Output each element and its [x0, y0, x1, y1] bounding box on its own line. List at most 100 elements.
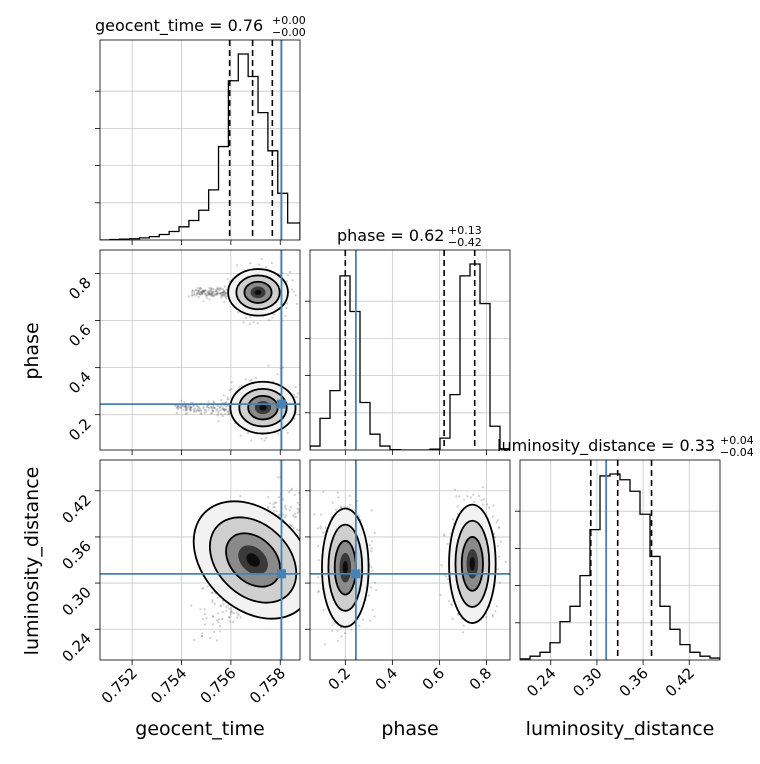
scatter-point: [337, 496, 340, 499]
scatter-point: [336, 639, 339, 643]
scatter-point: [229, 613, 232, 616]
scatter-point: [202, 405, 205, 408]
truth-marker-geocent-time-vs-phase: [276, 399, 286, 409]
scatter-point: [222, 408, 225, 411]
scatter-point: [497, 526, 500, 529]
scatter-point: [188, 407, 191, 410]
scatter-point: [216, 596, 219, 599]
contour-geocent-time-vs-phase-1-1: [238, 387, 288, 428]
scatter-point: [239, 495, 242, 498]
scatter-point: [317, 559, 320, 562]
scatter-point: [191, 289, 194, 292]
scatter-point: [203, 291, 206, 294]
scatter-point: [298, 491, 300, 495]
scatter-point: [291, 279, 294, 282]
scatter-point: [221, 295, 224, 298]
scatter-point: [293, 516, 296, 519]
scatter-point: [216, 619, 219, 622]
scatter-point: [210, 591, 213, 595]
scatter-point: [322, 490, 325, 493]
density-mode-phase-vs-luminosity-distance-1: [448, 503, 497, 624]
title-geocent-time-sup: +0.00: [272, 14, 306, 27]
scatter-point: [219, 409, 222, 412]
x-axis-label-phase: phase: [381, 718, 438, 740]
scatter-point: [313, 513, 316, 516]
scatter-point: [361, 618, 365, 621]
scatter-point: [263, 439, 266, 442]
scatter-point: [257, 263, 260, 266]
scatter-point: [286, 302, 289, 305]
scatter-point: [208, 289, 211, 292]
scatter-point: [289, 489, 293, 492]
x-tick-label-geocent-time-1: 0.754: [147, 664, 190, 707]
scatter-point: [211, 599, 214, 602]
scatter-point: [276, 373, 279, 376]
scatter-point: [499, 540, 502, 543]
scatter-point: [210, 290, 213, 293]
scatter-point: [209, 287, 212, 290]
scatter-point: [177, 406, 180, 410]
scatter-point: [320, 527, 323, 530]
scatter-frame-geocent-time-vs-phase: [99, 249, 301, 451]
scatter-point: [215, 289, 218, 293]
contour-geocent-time-vs-luminosity-distance-0-0: [192, 500, 300, 620]
scatter-point: [215, 288, 218, 291]
histogram-geocent-time: [100, 53, 300, 240]
scatter-point: [446, 542, 449, 546]
scatter-point: [242, 321, 245, 324]
x-tick-label-geocent-time-3: 0.758: [246, 664, 289, 707]
scatter-point: [187, 405, 190, 408]
scatter-point: [215, 292, 219, 295]
scatter-point: [197, 289, 200, 292]
scatter-point: [230, 381, 233, 384]
scatter-point: [208, 293, 211, 296]
y-tick-label-phase-3: 0.8: [65, 274, 95, 304]
scatter-point: [193, 638, 196, 642]
contour-geocent-time-vs-phase-1-0: [229, 380, 297, 435]
scatter-point: [371, 608, 374, 612]
scatter-point: [290, 288, 293, 291]
scatter-point: [183, 665, 185, 667]
scatter-point: [265, 266, 268, 269]
scatter-point: [340, 635, 343, 638]
scatter-point: [196, 405, 199, 408]
contour-geocent-time-vs-luminosity-distance-0-1: [208, 516, 298, 604]
scatter-point: [496, 545, 499, 548]
scatter-point: [179, 406, 182, 409]
scatter-point: [226, 396, 229, 399]
scatter-point: [304, 492, 306, 494]
scatter-point: [266, 505, 269, 508]
truth-marker-geocent-time-vs-luminosity-distance: [276, 569, 286, 579]
scatter-point: [371, 569, 374, 572]
scatter-point: [195, 404, 198, 407]
scatter-point: [286, 274, 289, 277]
scatter-point: [228, 607, 231, 610]
scatter-point: [213, 602, 216, 606]
scatter-point: [202, 290, 205, 293]
x-tick-label-phase-2: 0.6: [419, 664, 449, 694]
scatter-point: [220, 413, 223, 416]
scatter-point: [305, 513, 307, 515]
scatter-point: [336, 629, 339, 632]
scatter-point: [491, 613, 494, 616]
scatter-point: [223, 408, 226, 412]
scatter-point: [197, 290, 200, 293]
scatter-point: [461, 631, 464, 634]
scatter-point: [370, 550, 373, 553]
scatter-point: [227, 397, 230, 401]
scatter-point: [324, 526, 328, 530]
scatter-point: [223, 294, 226, 297]
scatter-point: [271, 316, 274, 319]
scatter-point: [225, 291, 228, 294]
scatter-point: [197, 406, 201, 409]
scatter-point: [217, 412, 220, 415]
scatter-point: [443, 533, 446, 536]
scatter-point: [208, 290, 212, 293]
scatter-point: [225, 606, 228, 609]
scatter-point: [207, 406, 210, 409]
scatter-point: [204, 292, 207, 295]
scatter-point: [492, 504, 495, 507]
scatter-panel-phase-vs-luminosity-distance: 0.2 0.4 0.6 0.8: [305, 459, 511, 694]
y-tick-label-phase-2: 0.6: [65, 321, 95, 351]
scatter-point: [202, 587, 205, 590]
